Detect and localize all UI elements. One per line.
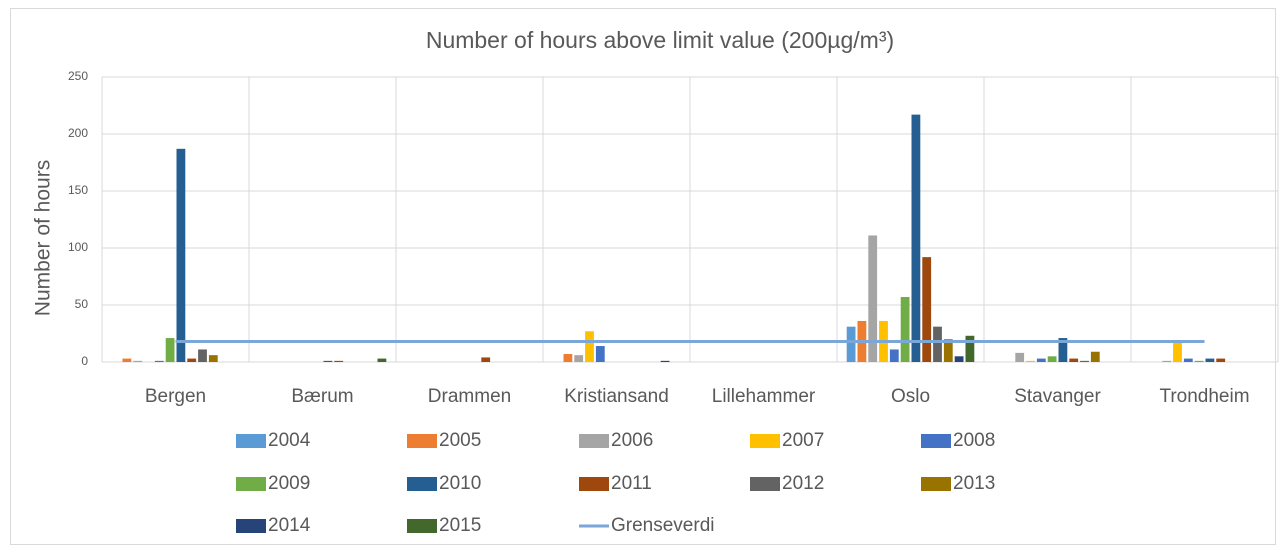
- bar: [954, 356, 964, 362]
- legend-swatch: [236, 434, 266, 448]
- bar: [922, 257, 932, 362]
- y-tick-label: 50: [75, 297, 89, 311]
- bar: [122, 358, 132, 362]
- legend-label: 2012: [782, 473, 824, 494]
- bar: [377, 358, 387, 362]
- x-tick-label: Stavanger: [1014, 386, 1101, 407]
- legend-swatch: [579, 477, 609, 491]
- legend-label: 2007: [782, 430, 824, 451]
- bar: [889, 349, 899, 362]
- x-tick-label: Kristiansand: [564, 386, 669, 407]
- bar: [574, 355, 584, 362]
- bar: [1183, 358, 1193, 362]
- legend-swatch: [407, 434, 437, 448]
- bar: [1216, 358, 1226, 362]
- legend-label: 2005: [439, 430, 481, 451]
- bar: [563, 354, 573, 362]
- legend-label: 2009: [268, 473, 310, 494]
- bar: [1194, 360, 1204, 362]
- bar: [900, 297, 910, 362]
- bar: [323, 360, 333, 362]
- y-tick-label: 150: [68, 183, 88, 197]
- bar: [154, 360, 164, 362]
- bar: [334, 360, 344, 362]
- bar: [943, 339, 953, 362]
- bar: [965, 335, 975, 362]
- legend-label: Grenseverdi: [611, 515, 715, 536]
- bar: [585, 331, 594, 362]
- bar: [1162, 360, 1172, 362]
- bar: [1090, 351, 1100, 362]
- bar: [846, 326, 856, 362]
- bar: [1173, 341, 1182, 362]
- legend-swatch: [407, 477, 437, 491]
- legend-label: 2010: [439, 473, 481, 494]
- y-tick-label: 250: [68, 69, 88, 83]
- legend-label: 2004: [268, 430, 311, 451]
- legend-swatch: [750, 434, 780, 448]
- chart-border: [10, 8, 1276, 545]
- legend-swatch: [921, 434, 951, 448]
- bar: [1058, 338, 1068, 362]
- bar: [176, 148, 186, 362]
- bar: [1026, 360, 1035, 362]
- x-tick-label: Drammen: [428, 386, 511, 407]
- bar: [660, 360, 670, 362]
- bar: [868, 235, 878, 362]
- bar: [933, 326, 942, 362]
- legend-swatch: [921, 477, 951, 491]
- bar: [1036, 358, 1046, 362]
- x-tick-label: Oslo: [891, 386, 930, 407]
- x-tick-label: Bærum: [291, 386, 353, 407]
- bar: [1069, 358, 1079, 362]
- bar: [165, 338, 175, 362]
- bar: [1205, 358, 1215, 362]
- bar: [198, 349, 207, 362]
- bar: [911, 114, 921, 363]
- bar: [595, 346, 605, 362]
- legend-swatch: [236, 477, 266, 491]
- legend-swatch: [750, 477, 780, 491]
- bar: [208, 355, 218, 362]
- y-axis-label: Number of hours: [32, 160, 55, 316]
- legend-label: 2013: [953, 473, 995, 494]
- bar: [1080, 360, 1089, 362]
- legend-swatch: [579, 434, 609, 448]
- bar: [1015, 352, 1025, 362]
- legend-label: 2006: [611, 430, 653, 451]
- x-tick-label: Lillehammer: [712, 386, 816, 407]
- legend-label: 2011: [611, 473, 652, 494]
- chart-title: Number of hours above limit value (200µg…: [426, 27, 894, 53]
- bar: [1047, 356, 1057, 362]
- y-tick-label: 200: [68, 126, 88, 140]
- bar: [133, 360, 143, 362]
- bar: [187, 358, 197, 362]
- legend-label: 2015: [439, 515, 481, 536]
- legend-label: 2014: [268, 515, 311, 536]
- x-tick-label: Bergen: [145, 386, 206, 407]
- legend-swatch: [236, 519, 266, 533]
- legend-swatch: [407, 519, 437, 533]
- x-tick-label: Trondheim: [1159, 386, 1249, 407]
- legend-label: 2008: [953, 430, 995, 451]
- y-tick-label: 0: [81, 354, 88, 368]
- bar: [481, 357, 491, 362]
- y-tick-label: 100: [68, 240, 88, 254]
